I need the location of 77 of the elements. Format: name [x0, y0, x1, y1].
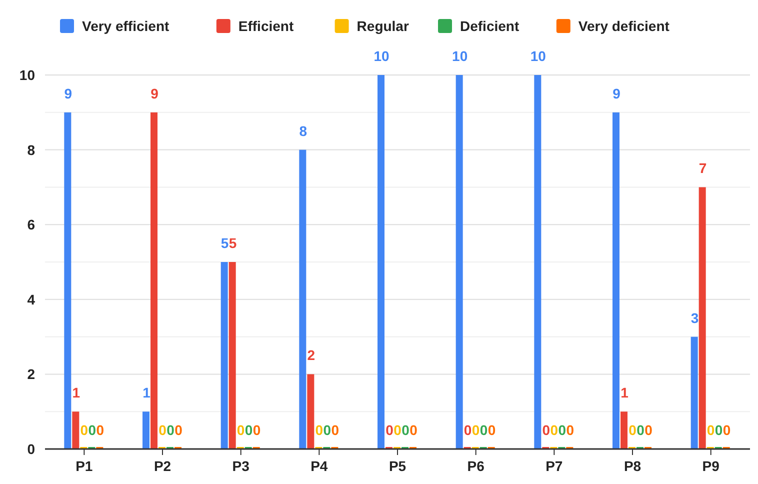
bar: [378, 75, 384, 449]
data-label: 0: [706, 422, 715, 438]
data-label: 1: [620, 384, 629, 401]
data-label: 0: [410, 422, 418, 438]
y-tick-label: 0: [27, 441, 36, 457]
data-label: 9: [64, 85, 72, 102]
x-tick-label: P8: [624, 458, 642, 474]
data-label: 8: [299, 122, 308, 139]
data-label: 2: [307, 347, 316, 364]
y-tick-label: 8: [27, 142, 36, 158]
data-label: 0: [550, 422, 558, 438]
data-label: 9: [150, 85, 159, 102]
data-label: 0: [166, 422, 175, 438]
data-label: 1: [72, 384, 80, 401]
bar: [690, 336, 698, 449]
bar: [228, 262, 236, 449]
x-tick-label: P4: [310, 458, 328, 474]
data-label: 0: [644, 422, 653, 438]
data-label: 0: [158, 422, 167, 438]
data-label: 0: [472, 422, 480, 438]
data-label: 0: [236, 422, 245, 438]
data-label: 0: [88, 422, 96, 438]
x-tick-label: P1: [76, 458, 93, 474]
data-label: 0: [252, 422, 261, 438]
y-tick-label: 10: [19, 67, 36, 83]
data-label: 0: [464, 422, 472, 438]
x-tick-label: P7: [546, 458, 563, 474]
data-label: 0: [558, 422, 566, 438]
legend-label: Very efficient: [82, 18, 170, 34]
bar: [612, 112, 620, 449]
data-label: 0: [386, 422, 394, 438]
data-label: 0: [394, 422, 402, 438]
data-label: 0: [542, 422, 550, 438]
data-label: 3: [690, 310, 699, 326]
data-label: 10: [530, 48, 546, 64]
data-label: 1: [142, 384, 151, 401]
x-tick-label: P3: [232, 458, 250, 474]
y-tick-label: 6: [27, 216, 36, 233]
data-label: 0: [636, 422, 645, 438]
bar: [307, 374, 314, 449]
legend-label: Very deficient: [578, 18, 670, 34]
data-label: 0: [244, 422, 253, 438]
data-label: 5: [220, 235, 229, 251]
data-label: 10: [452, 48, 468, 64]
bar: [698, 187, 706, 449]
data-label: 0: [722, 422, 731, 438]
y-tick-label: 2: [27, 366, 36, 382]
data-label: 0: [628, 422, 637, 438]
bar: [150, 112, 158, 449]
data-label: 0: [566, 422, 574, 438]
legend-label: Deficient: [460, 18, 520, 34]
x-tick-label: P2: [154, 458, 172, 474]
x-tick-label: P9: [702, 458, 720, 474]
x-tick-label: P5: [388, 458, 406, 474]
data-label: 0: [331, 422, 340, 438]
data-label: 0: [488, 422, 496, 438]
data-label: 5: [228, 235, 237, 251]
data-label: 9: [612, 85, 621, 102]
data-label: 0: [174, 422, 183, 438]
data-label: 0: [80, 422, 88, 438]
data-label: 0: [480, 422, 488, 438]
data-label: 0: [323, 422, 332, 438]
bar: [220, 262, 228, 449]
bar: [299, 150, 306, 449]
bar: [64, 112, 72, 449]
data-label: 0: [315, 422, 324, 438]
data-label: 10: [374, 48, 390, 64]
bar: [534, 75, 542, 449]
legend-label: Regular: [356, 18, 410, 34]
bar: [456, 75, 463, 449]
legend-label: Efficient: [238, 18, 294, 34]
data-label: 7: [698, 160, 707, 176]
data-label: 0: [96, 422, 104, 438]
y-tick-label: 4: [27, 291, 36, 308]
data-label: 0: [402, 422, 410, 438]
x-tick-label: P6: [467, 458, 485, 474]
data-label: 0: [714, 422, 723, 438]
